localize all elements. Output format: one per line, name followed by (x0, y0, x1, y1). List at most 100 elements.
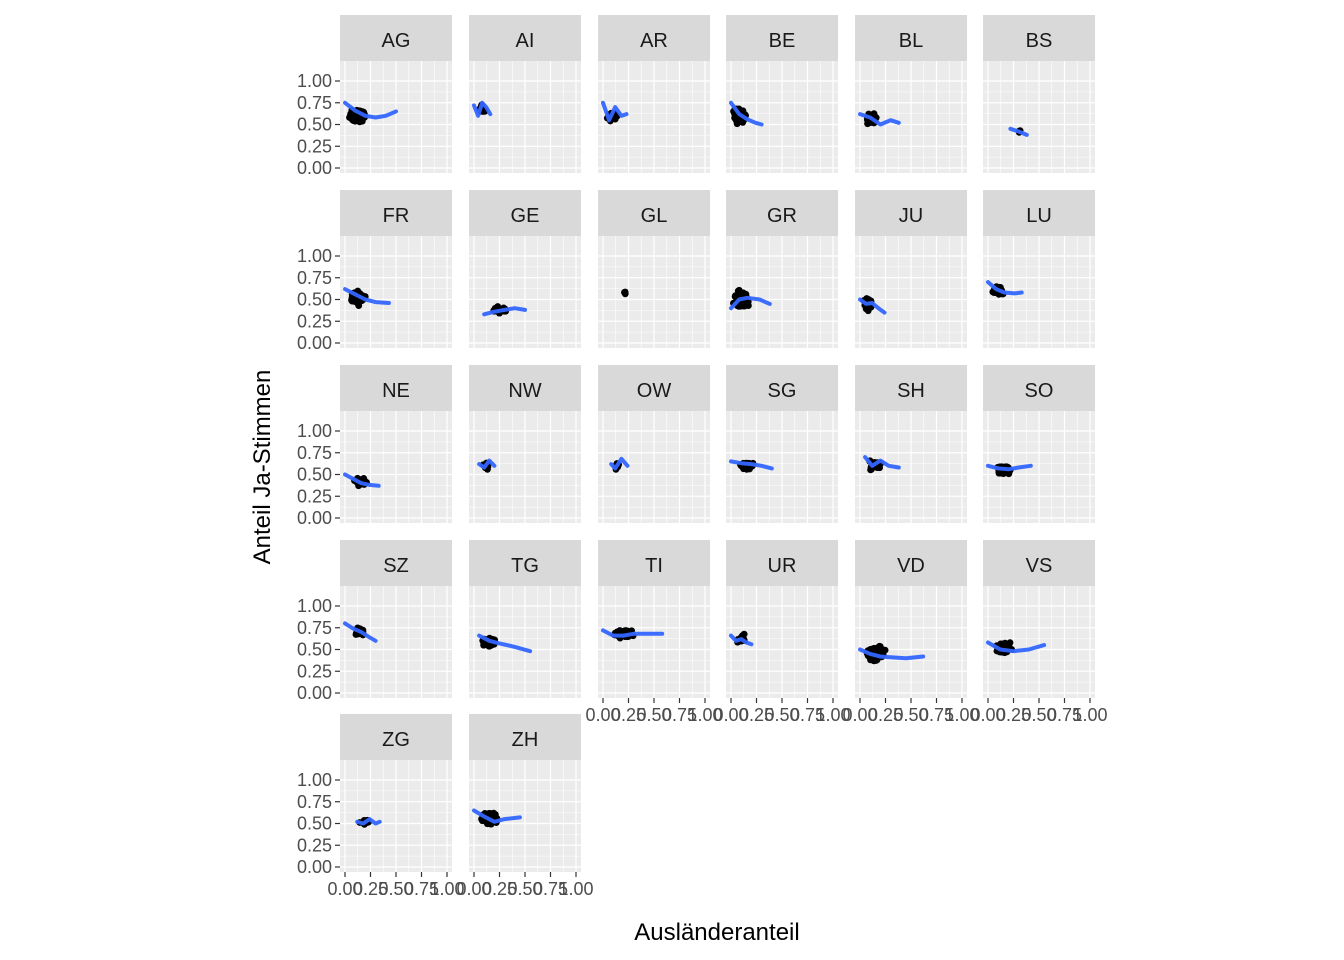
facet-vs: VS 0.000.250.500.751.00 (970, 540, 1108, 725)
smooth-line (601, 100, 629, 123)
smooth-line (858, 112, 901, 127)
x-tick-label: 0.75 (1047, 705, 1082, 725)
smooth-line (986, 463, 1033, 472)
x-tick-label: 0.50 (1021, 705, 1056, 725)
facet-ju: JU (855, 190, 967, 348)
x-tick-label: 0.25 (739, 705, 774, 725)
x-tick-label: 0.75 (919, 705, 954, 725)
facet-strip-label: LU (1026, 205, 1052, 227)
data-point (347, 114, 355, 122)
smooth-line (472, 100, 493, 118)
y-tick-label: 0.75 (297, 93, 332, 113)
x-tick-label: 1.00 (558, 879, 593, 899)
x-tick-label: 0.75 (404, 879, 439, 899)
smooth-line (858, 647, 926, 661)
x-tick-label: 1.00 (815, 705, 850, 725)
x-tick-label: 0.75 (790, 705, 825, 725)
facet-strip (469, 365, 581, 411)
y-tick-label: 0.25 (297, 311, 332, 331)
x-tick-label: 0.25 (868, 705, 903, 725)
smooth-line (729, 100, 764, 127)
facet-strip-label: OW (637, 380, 672, 402)
y-tick-label: 1.00 (297, 71, 332, 91)
facet-strip-label: GL (641, 205, 668, 227)
facet-strip-label: TI (645, 555, 663, 577)
smooth-line (863, 455, 901, 470)
facet-sz: SZ 0.000.250.500.751.00 (297, 540, 452, 703)
x-tick-label: 0.25 (353, 879, 388, 899)
facet-ne: NE 0.000.250.500.751.00 (297, 365, 452, 528)
x-tick-label: 0.25 (482, 879, 517, 899)
facet-ti: TI 0.000.250.500.751.00 (585, 540, 723, 725)
smooth-line (986, 640, 1047, 654)
y-tick-label: 0.00 (297, 683, 332, 703)
data-point (621, 290, 629, 298)
smooth-line (343, 100, 398, 120)
facet-strip-label: SH (897, 380, 925, 402)
facet-strip-label: VS (1026, 555, 1053, 577)
x-tick-label: 0.00 (327, 879, 362, 899)
smooth-line (729, 295, 772, 311)
facet-ur: UR 0.000.250.500.751.00 (713, 540, 851, 725)
smooth-line (477, 458, 497, 470)
facet-strip (726, 190, 838, 236)
y-tick-label: 1.00 (297, 246, 332, 266)
facet-strip-label: BE (769, 30, 796, 52)
facet-strip (855, 365, 967, 411)
y-tick-label: 0.75 (297, 792, 332, 812)
x-tick-label: 0.25 (996, 705, 1031, 725)
y-tick-label: 0.25 (297, 136, 332, 156)
smooth-line (482, 306, 527, 317)
smooth-line (477, 633, 533, 654)
facet-strip-label: AG (382, 30, 411, 52)
facet-fr: FR 0.000.250.500.751.00 (297, 190, 452, 353)
facet-strip (983, 365, 1095, 411)
facet-strip-label: VD (897, 555, 925, 577)
x-tick-label: 0.50 (636, 705, 671, 725)
facet-strip (598, 540, 710, 586)
facet-strip (340, 365, 452, 411)
y-axis-title: Anteil Ja-Stimmen (249, 370, 276, 565)
facet-strip (598, 190, 710, 236)
x-tick-label: 1.00 (1072, 705, 1107, 725)
y-tick-label: 0.50 (297, 465, 332, 485)
y-tick-label: 0.50 (297, 290, 332, 310)
facet-strip (726, 15, 838, 61)
smooth-line (729, 633, 754, 647)
x-tick-label: 0.00 (842, 705, 877, 725)
facet-strip (983, 190, 1095, 236)
data-point (479, 817, 486, 825)
facet-strip-label: UR (768, 555, 797, 577)
y-tick-label: 0.00 (297, 857, 332, 877)
x-tick-label: 0.00 (456, 879, 491, 899)
facet-vd: VD 0.000.250.500.751.00 (842, 540, 980, 725)
facet-strip-label: FR (383, 205, 410, 227)
facet-be: BE (726, 15, 838, 173)
facet-strip (598, 365, 710, 411)
smooth-line (986, 280, 1024, 296)
x-tick-label: 0.00 (585, 705, 620, 725)
facet-strip-label: AR (640, 30, 668, 52)
smooth-line (1008, 126, 1029, 137)
smooth-line (343, 472, 381, 488)
smooth-line (858, 297, 887, 315)
data-point (740, 301, 748, 308)
facet-strip-label: SO (1025, 380, 1054, 402)
facet-strip (855, 190, 967, 236)
x-tick-label: 0.50 (378, 879, 413, 899)
y-tick-label: 0.75 (297, 268, 332, 288)
facet-strip (726, 365, 838, 411)
smooth-line (601, 628, 665, 638)
y-tick-label: 0.00 (297, 158, 332, 178)
facet-strip (469, 15, 581, 61)
facet-strip (469, 190, 581, 236)
facet-nw: NW (469, 365, 581, 523)
facet-strip-label: NW (508, 380, 541, 402)
y-tick-label: 0.00 (297, 333, 332, 353)
facet-strip (469, 540, 581, 586)
facet-strip-label: GR (767, 205, 797, 227)
facet-lu: LU (983, 190, 1095, 348)
facet-gr: GR (726, 190, 838, 348)
y-tick-label: 0.50 (297, 640, 332, 660)
